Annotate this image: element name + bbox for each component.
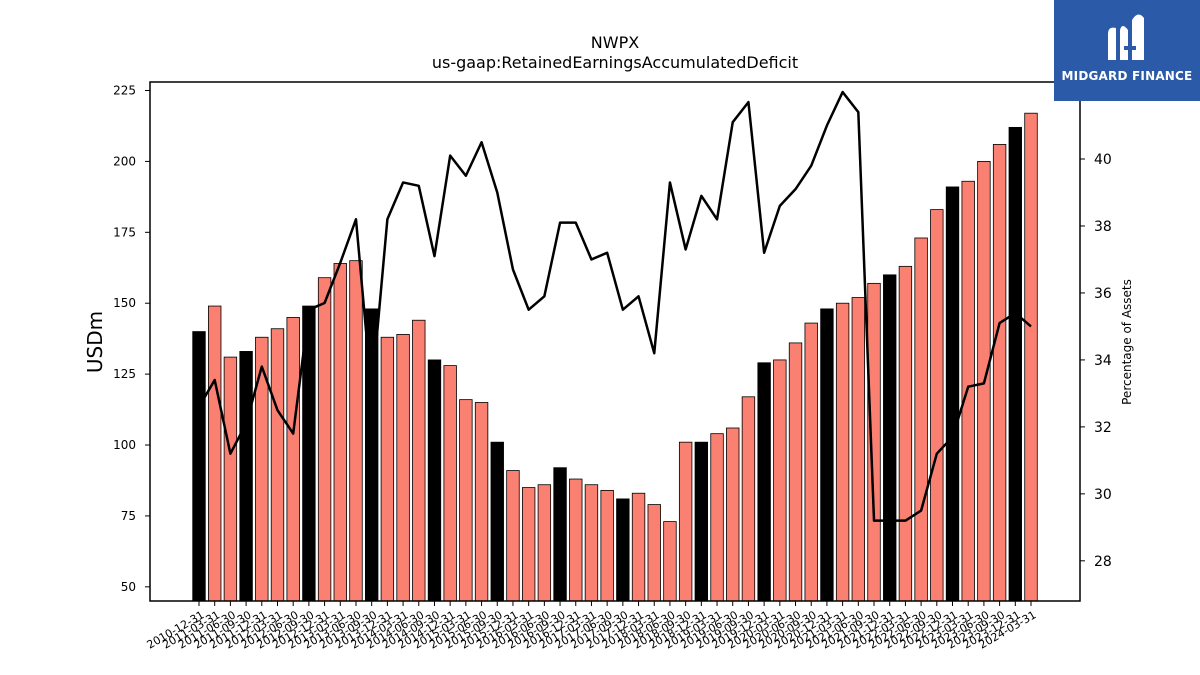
- midgard-finance-logo: MIDGARD FINANCE: [1054, 0, 1200, 101]
- bar-2016-03-31: [521, 487, 536, 602]
- bar-2011-03-31: [208, 305, 222, 602]
- y-tick-label: 75: [121, 509, 136, 523]
- bar-2021-03-31: [835, 302, 850, 602]
- plot-frame: [149, 81, 1081, 602]
- bar-2014-06-30: [412, 319, 426, 602]
- bar-2021-06-30: [851, 297, 865, 602]
- bar-2012-03-31: [270, 328, 285, 602]
- bar-2022-12-31: [945, 186, 960, 602]
- bar-2015-06-30: [474, 402, 489, 602]
- midgard-logo-icon: [1108, 14, 1144, 61]
- y-axis-ticks: 50 75 100 125 150 175 200 225: [113, 84, 150, 594]
- y-axis-label: USDm: [83, 311, 107, 373]
- bar-2013-06-30: [349, 260, 363, 602]
- bar-2012-06-30: [286, 316, 300, 602]
- bar-2013-12-31: [380, 336, 395, 602]
- bar-2017-06-30: [600, 489, 614, 602]
- y2-tick-label: 30: [1094, 487, 1112, 503]
- y2-tick-label: 28: [1094, 554, 1112, 570]
- bar-2023-09-30: [992, 143, 1007, 602]
- bar-2019-03-31: [710, 433, 724, 602]
- bar-2011-09-30: [239, 351, 253, 602]
- bar-2010-12-31: [192, 331, 206, 602]
- bar-2020-06-30: [788, 342, 803, 602]
- bar-2013-03-31: [333, 263, 347, 602]
- bar-2014-12-31: [443, 365, 457, 602]
- bar-2014-09-30: [427, 359, 442, 602]
- bar-2017-09-30: [616, 498, 630, 602]
- bar-2018-09-30: [678, 441, 693, 602]
- bar-2011-06-30: [223, 356, 238, 602]
- y2-tick-label: 32: [1094, 420, 1112, 436]
- bar-2017-03-31: [584, 484, 599, 602]
- bar-2024-03-31: [1024, 112, 1038, 602]
- y2-tick-label: 40: [1094, 152, 1112, 168]
- bar-2023-12-31: [1008, 126, 1022, 602]
- y-tick-label: 225: [113, 84, 136, 98]
- bar-2023-03-31: [961, 180, 975, 602]
- chart-subtitle: us-gaap:RetainedEarningsAccumulatedDefic…: [432, 53, 798, 72]
- y-tick-label: 175: [113, 225, 136, 239]
- bar-2017-12-31: [631, 492, 646, 602]
- bar-2022-09-30: [930, 209, 944, 602]
- y-tick-label: 200: [113, 154, 136, 168]
- bar-2020-03-31: [773, 359, 787, 602]
- bar-2015-09-30: [490, 441, 504, 602]
- bar-2015-12-31: [506, 470, 520, 602]
- y-tick-label: 100: [113, 438, 136, 452]
- bar-2020-09-30: [804, 322, 818, 602]
- percentage-of-assets-line: [197, 90, 1032, 522]
- logo-text: MIDGARD FINANCE: [1061, 69, 1193, 83]
- y2-tick-label: 34: [1094, 353, 1112, 369]
- x-axis-ticks: 2010-12-312011-03-312011-06-302011-09-30…: [145, 601, 1039, 652]
- bar-2021-09-30: [867, 282, 881, 602]
- bar-2019-06-30: [726, 427, 740, 602]
- y2-axis-label: Percentage of Assets: [1120, 279, 1134, 405]
- y2-axis-ticks: 2830323436384042: [1080, 85, 1112, 570]
- bar-2014-03-31: [396, 334, 410, 602]
- bar-2018-06-30: [663, 521, 677, 602]
- y2-tick-label: 38: [1094, 219, 1112, 235]
- bar-2018-12-31: [694, 441, 709, 602]
- y-tick-label: 125: [113, 367, 136, 381]
- bars-group: [192, 112, 1038, 602]
- bar-2019-09-30: [741, 396, 756, 602]
- bar-2016-06-30: [537, 484, 552, 602]
- bar-2015-03-31: [459, 399, 473, 602]
- y-tick-label: 50: [121, 580, 136, 594]
- bar-2012-12-31: [317, 277, 332, 602]
- bar-2021-12-31: [883, 274, 897, 602]
- bar-2019-12-31: [757, 362, 771, 602]
- bar-2022-06-30: [914, 237, 928, 602]
- y2-tick-label: 36: [1094, 286, 1112, 302]
- bar-2016-12-31: [569, 478, 583, 602]
- bar-2016-09-30: [553, 467, 567, 602]
- line-group: [197, 90, 1032, 522]
- bar-2018-03-31: [647, 504, 661, 602]
- bar-2022-03-31: [898, 265, 913, 602]
- chart-title: NWPX: [591, 33, 639, 52]
- bar-2020-12-31: [820, 308, 834, 602]
- y-tick-label: 150: [113, 296, 136, 310]
